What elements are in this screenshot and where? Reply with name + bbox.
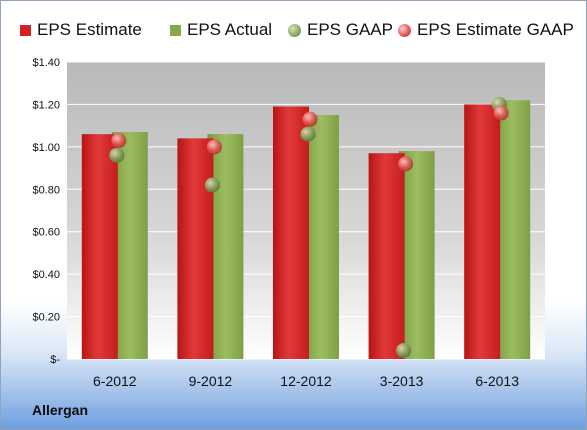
x-tick-label: 6-2012 [93,373,137,389]
legend-label-eps-gaap: EPS GAAP [307,20,393,39]
legend-item-eps-gaap: EPS GAAP [288,18,393,42]
point-eps-estimate-gaap [398,156,414,172]
x-tick-label: 9-2012 [189,373,233,389]
bar-eps-estimate [273,106,309,359]
y-tick-label: $1.20 [32,99,60,111]
y-tick-label: $0.20 [32,312,60,324]
point-eps-gaap [300,126,316,142]
legend-swatch-eps-estimate-gaap [398,23,411,37]
x-tick-label: 12-2012 [280,373,332,389]
legend-label-eps-estimate-gaap: EPS Estimate GAAP [417,20,574,39]
legend-label-eps-estimate: EPS Estimate [37,20,142,39]
point-eps-gaap [204,177,220,193]
y-tick-label: $- [50,354,60,366]
x-axis: 6-2012 9-2012 12-2012 3-2013 6-2013 [93,373,519,389]
point-eps-estimate-gaap [206,139,222,155]
bar-eps-estimate [464,104,501,359]
y-tick-label: $1.00 [32,142,60,154]
bars [81,100,531,360]
point-eps-gaap [396,343,412,359]
legend-item-eps-estimate: EPS Estimate [20,18,142,42]
legend: EPS Estimate EPS Actual EPS GAAP EPS Est… [0,18,587,42]
point-eps-gaap [109,147,125,163]
legend-swatch-eps-gaap [288,23,301,37]
bar-eps-estimate [368,153,405,359]
legend-item-eps-estimate-gaap: EPS Estimate GAAP [398,18,574,42]
point-eps-estimate-gaap [493,105,509,121]
point-eps-estimate-gaap [302,111,318,127]
legend-swatch-eps-actual [170,24,181,36]
bar-eps-estimate [81,134,118,359]
bar-eps-estimate [177,138,214,359]
y-tick-label: $0.40 [32,269,60,281]
x-tick-label: 3-2013 [380,373,424,389]
y-tick-label: $0.80 [32,184,60,196]
legend-label-eps-actual: EPS Actual [187,20,273,39]
y-axis: $- $0.20 $0.40 $0.60 $0.80 $1.00 $1.20 $1.40 [32,57,60,366]
y-tick-label: $0.60 [32,227,60,239]
legend-item-eps-actual: EPS Actual [170,18,272,42]
points [109,96,509,359]
point-eps-estimate-gaap [111,132,127,148]
y-tick-label: $1.40 [32,57,60,69]
legend-swatch-eps-estimate [20,24,31,36]
x-tick-label: 6-2013 [475,373,519,389]
company-label: Allergan [32,402,89,418]
